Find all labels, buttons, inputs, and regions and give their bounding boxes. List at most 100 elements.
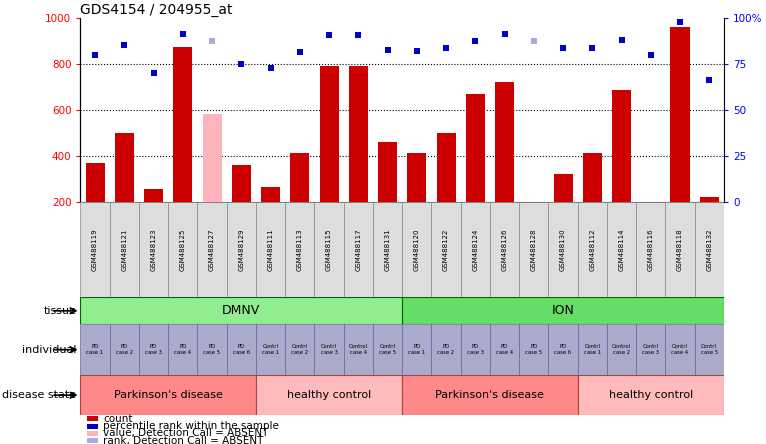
Bar (554, 174, 572, 202)
Text: Contrl
case 5: Contrl case 5 (701, 344, 718, 355)
Bar (87, 416, 99, 421)
Bar (548, 202, 578, 297)
Text: value, Detection Call = ABSENT: value, Detection Call = ABSENT (103, 428, 268, 438)
Text: GSM488115: GSM488115 (326, 229, 332, 271)
Text: GSM488114: GSM488114 (618, 229, 624, 271)
Point (557, 44, 569, 51)
Bar (378, 142, 397, 202)
Bar (173, 47, 192, 202)
Bar (402, 297, 724, 324)
Bar (607, 202, 636, 297)
Bar (402, 324, 431, 375)
Bar (490, 202, 519, 297)
Bar (612, 90, 631, 202)
Text: PD
case 3: PD case 3 (145, 344, 162, 355)
Point (352, 32, 365, 39)
Text: Contrl
case 1: Contrl case 1 (584, 344, 601, 355)
Text: rank, Detection Call = ABSENT: rank, Detection Call = ABSENT (103, 436, 264, 444)
Bar (460, 324, 490, 375)
Text: Contrl
case 2: Contrl case 2 (291, 344, 309, 355)
Text: GSM488113: GSM488113 (296, 228, 303, 271)
Text: PD
case 4: PD case 4 (496, 344, 513, 355)
Text: percentile rank within the sample: percentile rank within the sample (103, 421, 279, 431)
Bar (115, 133, 134, 202)
Text: Parkinson's disease: Parkinson's disease (113, 390, 223, 400)
Point (177, 30, 189, 37)
Point (674, 19, 686, 26)
Point (381, 47, 394, 54)
Text: GSM488116: GSM488116 (648, 228, 653, 271)
Bar (169, 202, 198, 297)
Bar (700, 198, 719, 202)
Bar (607, 324, 636, 375)
Text: GSM488111: GSM488111 (267, 228, 273, 271)
Point (206, 37, 218, 44)
Point (469, 37, 481, 44)
Text: ION: ION (552, 304, 574, 317)
Point (293, 49, 306, 56)
Bar (695, 202, 724, 297)
Text: Contrl
case 3: Contrl case 3 (320, 344, 338, 355)
Text: GSM488120: GSM488120 (414, 229, 420, 271)
Text: GSM488118: GSM488118 (677, 228, 683, 271)
Bar (144, 189, 163, 202)
Text: individual: individual (22, 345, 77, 355)
Text: PD
case 6: PD case 6 (233, 344, 250, 355)
Text: GSM488125: GSM488125 (180, 229, 186, 271)
Bar (431, 202, 460, 297)
Bar (256, 202, 285, 297)
Bar (80, 324, 110, 375)
Bar (548, 324, 578, 375)
Point (615, 36, 627, 43)
Text: GSM488132: GSM488132 (706, 229, 712, 271)
Bar (285, 324, 314, 375)
Text: healthy control: healthy control (287, 390, 372, 400)
Bar (636, 324, 666, 375)
Text: disease state: disease state (2, 390, 77, 400)
Text: PD
case 4: PD case 4 (174, 344, 192, 355)
Bar (437, 133, 456, 202)
Point (118, 42, 130, 49)
Bar (344, 324, 373, 375)
Bar (578, 375, 724, 415)
Bar (227, 324, 256, 375)
Bar (583, 152, 602, 202)
Text: PD
case 2: PD case 2 (116, 344, 133, 355)
Text: Control
case 2: Control case 2 (612, 344, 631, 355)
Text: GSM488124: GSM488124 (473, 229, 478, 271)
Text: Parkinson's disease: Parkinson's disease (435, 390, 545, 400)
Bar (641, 202, 660, 203)
Bar (314, 202, 344, 297)
Bar (519, 324, 548, 375)
Text: GSM488117: GSM488117 (355, 228, 362, 271)
Text: Control
case 4: Control case 4 (349, 344, 368, 355)
Text: healthy control: healthy control (609, 390, 693, 400)
Bar (373, 324, 402, 375)
Text: PD
case 6: PD case 6 (555, 344, 571, 355)
Point (264, 65, 277, 72)
Text: GSM488128: GSM488128 (531, 229, 537, 271)
Point (645, 51, 657, 58)
Text: GSM488119: GSM488119 (92, 228, 98, 271)
Bar (80, 202, 110, 297)
Point (528, 37, 540, 44)
Text: GSM488131: GSM488131 (385, 228, 391, 271)
Text: GSM488122: GSM488122 (443, 229, 449, 271)
Bar (466, 94, 485, 202)
Point (235, 60, 247, 67)
Text: PD
case 1: PD case 1 (408, 344, 425, 355)
Bar (285, 202, 314, 297)
Bar (86, 163, 104, 202)
Bar (578, 202, 607, 297)
Text: DMNV: DMNV (222, 304, 260, 317)
Text: Contrl
case 3: Contrl case 3 (642, 344, 660, 355)
Text: Contrl
case 1: Contrl case 1 (262, 344, 279, 355)
Point (586, 44, 598, 51)
Bar (261, 187, 280, 202)
Bar (87, 424, 99, 429)
Text: PD
case 5: PD case 5 (525, 344, 542, 355)
Text: Contrl
case 4: Contrl case 4 (672, 344, 689, 355)
Bar (402, 375, 578, 415)
Bar (87, 438, 99, 443)
Bar (198, 324, 227, 375)
